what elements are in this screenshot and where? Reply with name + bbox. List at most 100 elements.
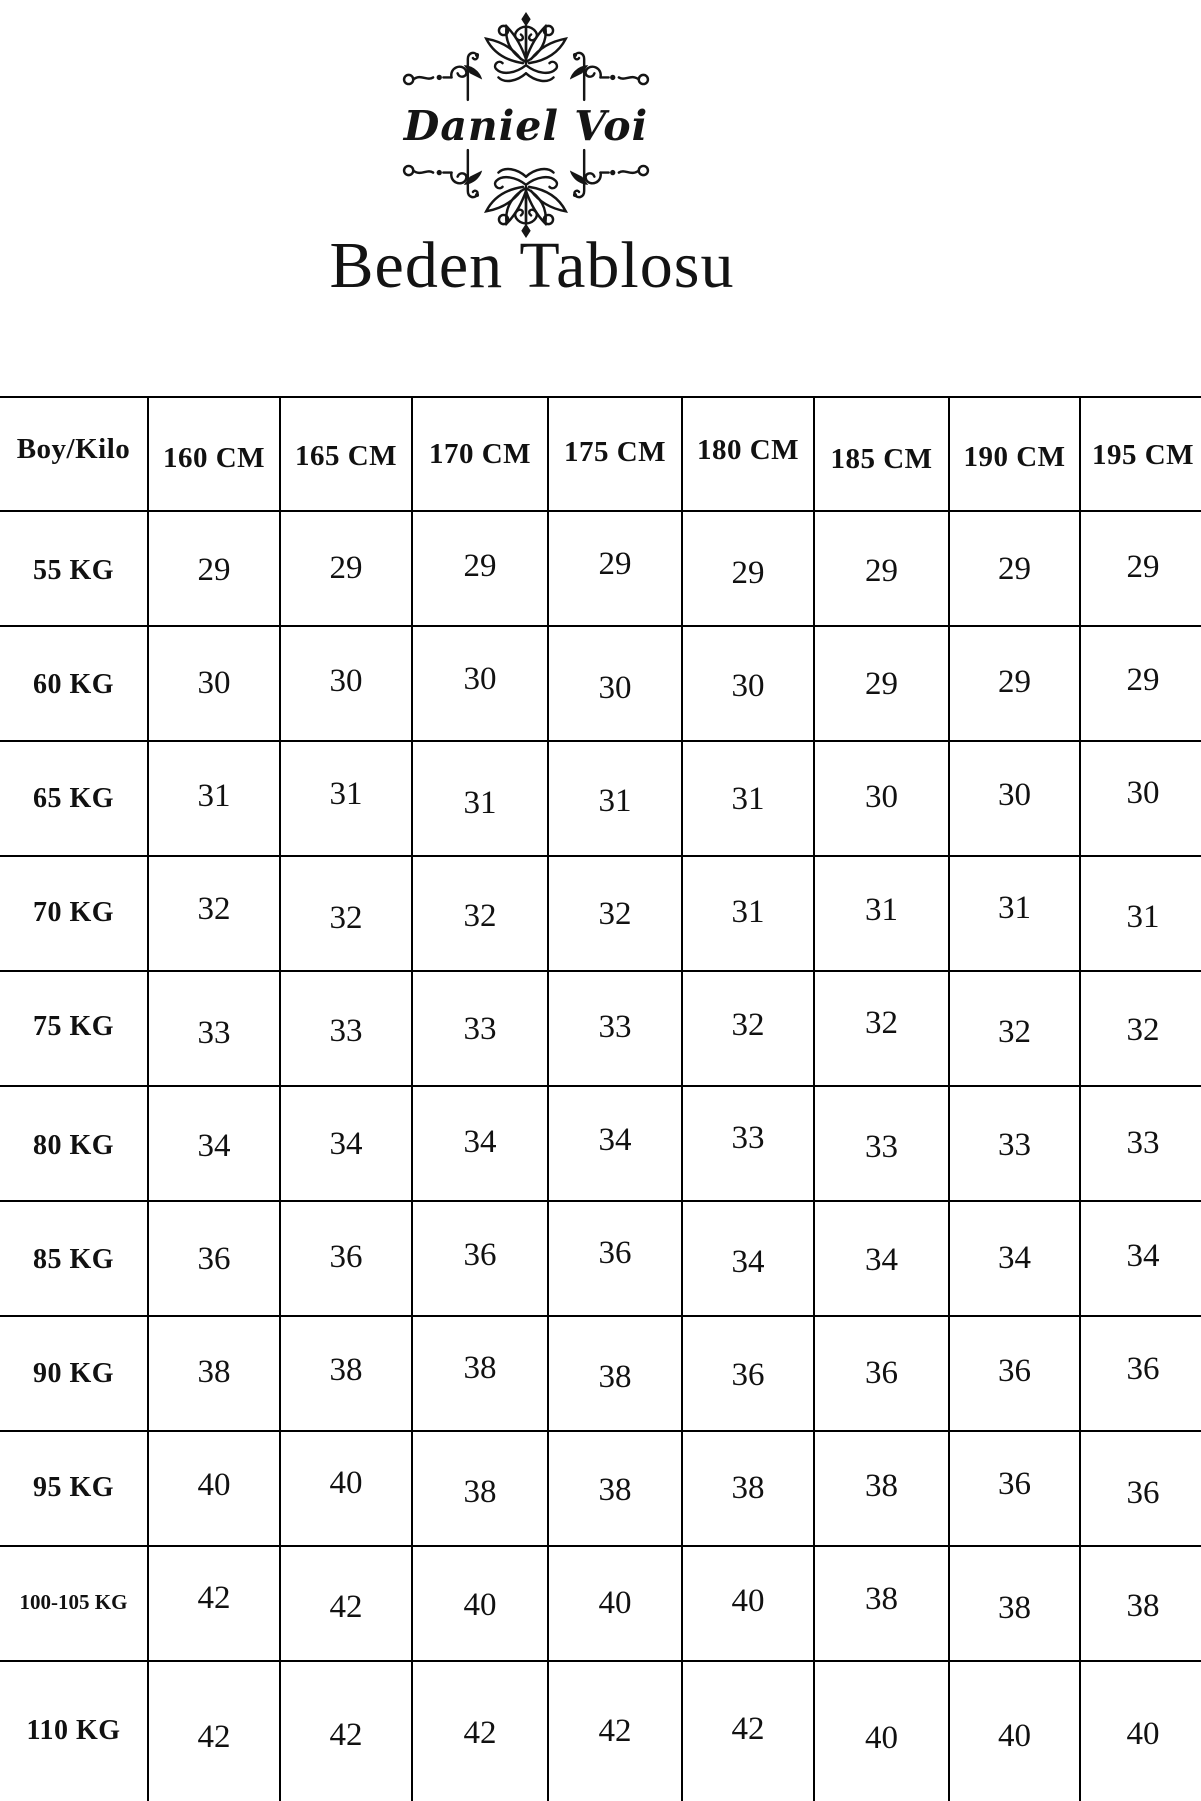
size-value-cell: 42 [547,1660,683,1801]
size-value: 29 [731,555,765,591]
size-value-cell: 38 [547,1430,683,1547]
size-value: 29 [463,548,497,584]
column-header: 180 CM [681,396,815,512]
size-value-cell: 33 [279,970,413,1087]
size-value-cell: 36 [813,1315,950,1432]
size-value: 42 [329,1589,363,1625]
row-header: 95 KG [0,1430,149,1547]
row-header: 80 KG [0,1085,149,1202]
size-value-cell: 33 [547,970,683,1087]
table-row: 90 KG 38 38 38 38 36 36 36 36 [0,1315,1201,1432]
size-value: 30 [598,670,632,706]
size-value-cell: 30 [1079,740,1201,857]
size-value: 40 [731,1583,765,1619]
size-value-cell: 29 [948,510,1081,627]
size-value-cell: 36 [147,1200,281,1317]
size-value-cell: 31 [411,740,549,857]
size-value: 31 [329,776,363,812]
size-value-cell: 34 [147,1085,281,1202]
column-header: 170 CM [411,396,549,512]
row-header-label: 80 KG [32,1130,115,1161]
size-value: 32 [865,1005,898,1041]
size-value: 36 [329,1239,363,1275]
size-value: 38 [1126,1588,1160,1624]
row-header-label: 100-105 KG [19,1589,128,1614]
size-value-cell: 40 [1079,1660,1201,1801]
size-value: 34 [598,1122,632,1158]
row-header-label: 110 KG [26,1715,121,1746]
size-value: 42 [463,1715,497,1751]
size-value: 29 [598,546,632,582]
column-header: 185 CM [813,396,950,512]
size-value-cell: 36 [948,1315,1081,1432]
size-value-cell: 42 [279,1660,413,1801]
size-value: 40 [598,1585,632,1621]
size-value: 34 [865,1242,898,1278]
column-header: 165 CM [279,396,413,512]
size-value-cell: 36 [948,1430,1081,1547]
row-header: 60 KG [0,625,149,742]
row-header: 100-105 KG [0,1545,149,1662]
size-value: 33 [731,1120,765,1156]
size-value: 36 [865,1355,898,1391]
size-value: 29 [1126,662,1160,698]
table-row: 95 KG 40 40 38 38 38 38 36 36 [0,1430,1201,1547]
size-value: 33 [329,1013,363,1049]
size-value: 33 [598,1009,632,1045]
size-value: 33 [463,1011,497,1047]
size-value-cell: 40 [547,1545,683,1662]
column-header-label: 160 CM [162,441,266,474]
size-value-cell: 30 [547,625,683,742]
row-header-label: 65 KG [32,782,115,814]
size-value-cell: 32 [547,855,683,972]
size-value-cell: 34 [1079,1200,1201,1317]
table-row: 65 KG 31 31 31 31 31 30 30 30 [0,740,1201,857]
table-row: 100-105 KG 42 42 40 40 40 38 38 38 [0,1545,1201,1662]
flourish-ornament-top-icon [402,10,650,102]
size-value-cell: 40 [147,1430,281,1547]
size-value-cell: 29 [411,510,549,627]
brand-logo: Daniel Voi [398,6,654,244]
table-header-row: Boy/Kilo 160 CM 165 CM 170 CM 175 CM 180 CM 18… [0,396,1201,512]
size-value-cell: 30 [813,740,950,857]
table-row: 80 KG 34 34 34 34 33 33 33 33 [0,1085,1201,1202]
size-value-cell: 34 [681,1200,815,1317]
column-header: 190 CM [948,396,1081,512]
size-value-cell: 38 [411,1315,549,1432]
size-value-cell: 31 [147,740,281,857]
size-value-cell: 34 [547,1085,683,1202]
size-value-cell: 31 [681,855,815,972]
size-value-cell: 30 [948,740,1081,857]
size-value-cell: 31 [681,740,815,857]
size-value: 38 [865,1468,898,1504]
size-value-cell: 38 [1079,1545,1201,1662]
size-value-cell: 38 [948,1545,1081,1662]
column-header-label: 195 CM [1091,438,1195,471]
size-value: 29 [329,550,363,586]
size-value-cell: 31 [813,855,950,972]
size-value: 30 [731,668,765,704]
size-value-cell: 36 [1079,1430,1201,1547]
size-value-cell: 31 [547,740,683,857]
size-value: 42 [197,1719,231,1755]
size-value-cell: 29 [1079,510,1201,627]
row-header-label: 85 KG [32,1244,115,1275]
size-value: 34 [463,1124,497,1160]
size-value-cell: 32 [279,855,413,972]
size-value: 30 [463,661,497,697]
size-value-cell: 34 [813,1200,950,1317]
size-value: 31 [463,785,497,821]
row-header-label: 70 KG [32,896,115,928]
row-header-label: 90 KG [32,1358,115,1389]
size-value: 42 [598,1713,632,1749]
row-header-label: 95 KG [32,1472,115,1503]
size-value: 29 [998,551,1031,587]
column-header: 160 CM [147,396,281,512]
size-value-cell: 33 [948,1085,1081,1202]
size-value-cell: 30 [279,625,413,742]
row-header-label: 55 KG [32,554,115,586]
size-value-cell: 42 [147,1660,281,1801]
size-value-cell: 32 [411,855,549,972]
size-value: 31 [865,892,898,928]
size-value-cell: 30 [147,625,281,742]
